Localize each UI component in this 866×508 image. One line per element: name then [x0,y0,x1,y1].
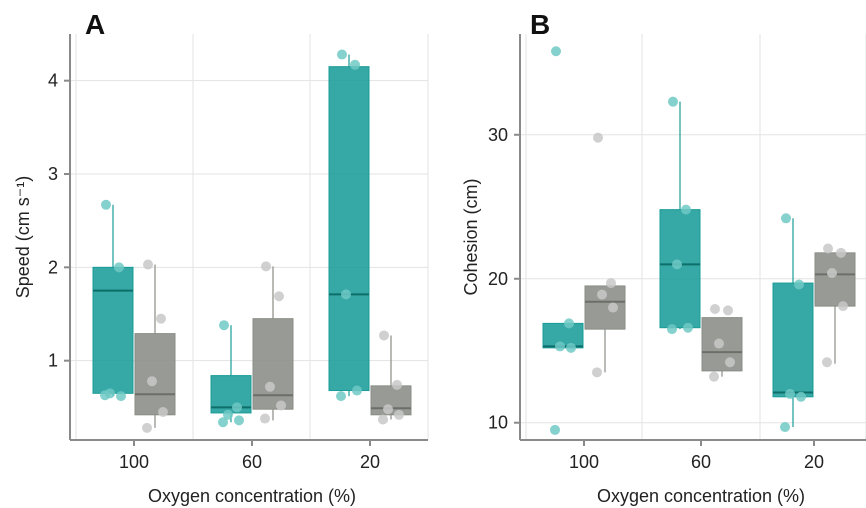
data-point [566,342,576,353]
data-point [592,367,602,378]
data-point [336,391,346,402]
data-point [143,259,153,270]
data-point [383,404,393,415]
x-tick-label: 60 [242,452,262,472]
panel-b-y-ticks: 10 20 30 [488,125,520,433]
data-point [276,400,286,411]
box [92,266,134,394]
panel-a-x-axis-title: Oxygen concentration (%) [148,486,356,506]
panel-a-boxes [92,54,412,428]
data-point [723,305,733,316]
data-point [223,409,233,420]
data-point [350,59,360,70]
x-tick-label: 20 [360,452,380,472]
data-point [668,96,678,107]
panel-a-x-ticks: 100 60 20 [119,440,380,472]
panel-a-label: A [85,9,105,40]
data-point [672,259,682,270]
panel-b-x-ticks: 100 60 20 [569,440,824,472]
data-point [234,415,244,426]
box [814,252,856,307]
data-point [593,132,603,143]
box [772,282,814,398]
data-point [827,267,837,278]
y-tick-label: 3 [48,164,58,184]
y-tick-label: 30 [488,125,508,145]
data-point [836,247,846,258]
data-point [681,204,691,215]
data-point [337,49,347,60]
y-tick-label: 2 [48,257,58,277]
data-point [114,262,124,273]
data-point [781,213,791,224]
data-point [142,422,152,433]
data-point [550,424,560,435]
data-point [260,413,270,424]
panel-a-y-axis-title: Speed (cm s⁻¹) [13,176,33,299]
panel-b-boxes [542,101,856,428]
y-tick-label: 20 [488,269,508,289]
data-point [341,289,351,300]
data-point [710,303,720,314]
x-tick-label: 100 [569,452,599,472]
panel-b-y-axis-title: Cohesion (cm) [461,178,481,295]
data-point [714,338,724,349]
data-point [156,313,166,324]
panel-a-y-ticks: 1 2 3 4 [48,71,70,371]
data-point [265,381,275,392]
data-point [564,318,574,329]
data-point [597,289,607,300]
data-point [785,388,795,399]
data-point [823,243,833,254]
y-tick-label: 1 [48,351,58,371]
y-tick-label: 10 [488,413,508,433]
data-point [667,324,677,335]
data-point [796,391,806,402]
x-tick-label: 60 [691,452,711,472]
data-point [232,402,242,413]
data-point [352,385,362,396]
data-point [101,199,111,210]
panel-b: B 10 20 30 100 60 20 Oxygen concentration (%… [461,9,866,506]
data-point [378,414,388,425]
data-point [379,330,389,341]
box [659,209,701,329]
data-point [158,407,168,417]
data-point [555,341,565,352]
data-point [394,409,404,420]
box [328,66,370,392]
x-tick-label: 100 [119,452,149,472]
data-point [822,357,832,368]
y-tick-label: 4 [48,71,58,91]
data-point [147,376,157,387]
data-point [274,291,284,302]
x-tick-label: 20 [804,452,824,472]
data-point [608,302,618,313]
data-point [838,301,848,312]
data-point [709,371,719,382]
data-point [392,379,402,390]
panel-b-points [550,46,848,435]
data-point [794,279,804,290]
data-point [116,391,126,402]
panel-a-points [100,49,404,433]
data-point [219,320,229,331]
data-point [683,322,693,333]
data-point [780,422,790,433]
box [134,333,176,416]
data-point [606,278,616,289]
data-point [100,390,110,401]
data-point [551,46,561,57]
data-point [218,417,228,428]
panel-b-grid [520,34,866,440]
box [252,318,294,410]
data-point [725,357,735,368]
data-point [261,261,271,272]
panel-b-x-axis-title: Oxygen concentration (%) [597,486,805,506]
panel-b-label: B [530,9,550,40]
